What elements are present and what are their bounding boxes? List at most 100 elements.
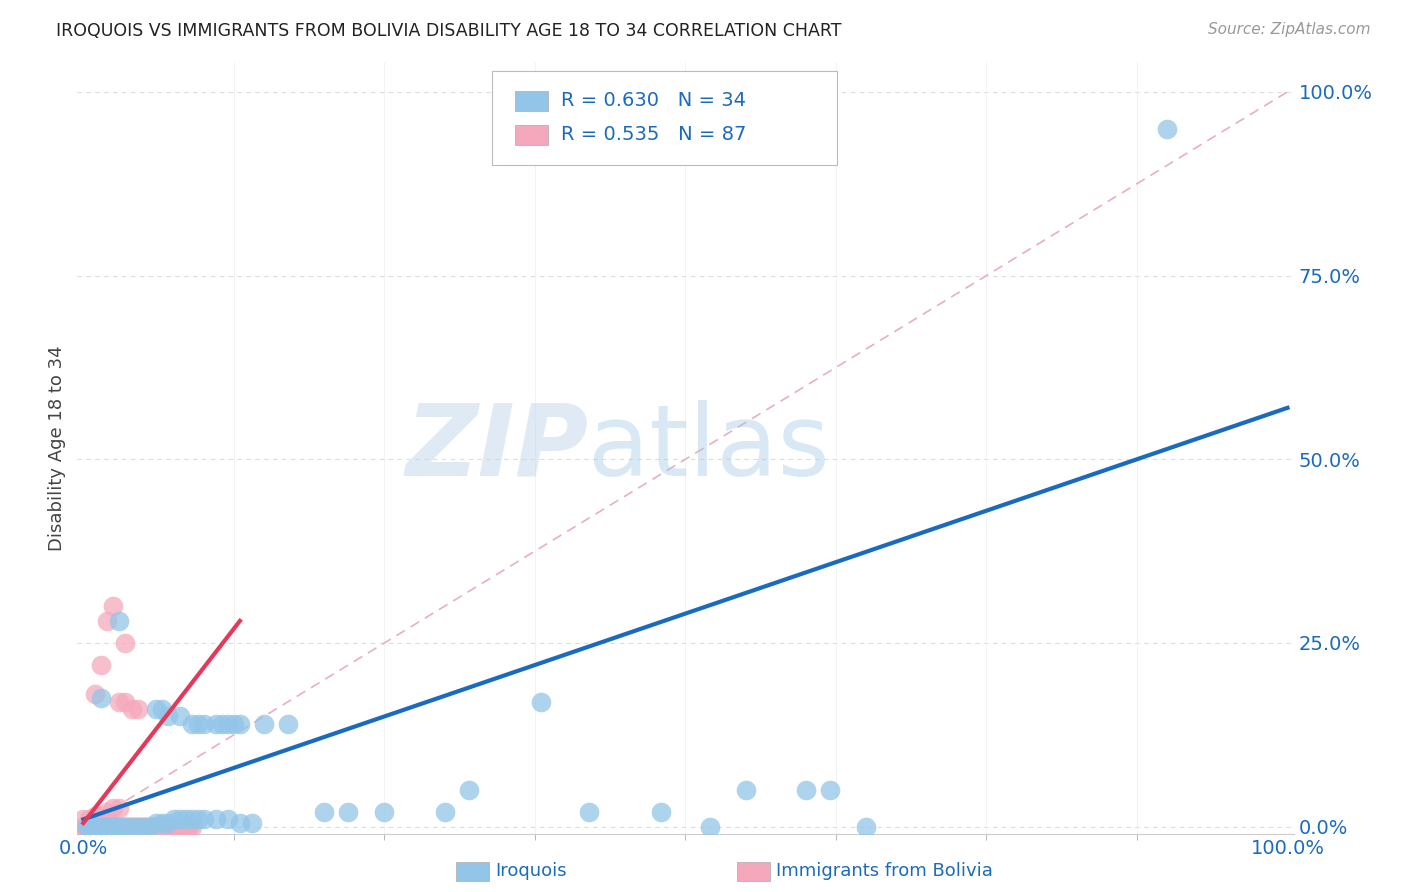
Point bbox=[169, 820, 191, 834]
Point bbox=[84, 820, 107, 834]
Point bbox=[108, 820, 131, 834]
Point bbox=[457, 783, 479, 797]
Point bbox=[163, 820, 186, 834]
Point bbox=[97, 820, 120, 834]
Point bbox=[90, 808, 112, 822]
Point bbox=[180, 716, 202, 731]
Point bbox=[128, 820, 150, 834]
Point bbox=[110, 820, 132, 834]
Point bbox=[156, 820, 179, 834]
Point bbox=[145, 820, 167, 834]
Point bbox=[90, 658, 112, 673]
Text: Immigrants from Bolivia: Immigrants from Bolivia bbox=[776, 862, 993, 880]
Point bbox=[149, 820, 172, 834]
Point bbox=[80, 820, 103, 834]
Point bbox=[84, 687, 107, 701]
Point bbox=[794, 783, 817, 797]
Point bbox=[143, 820, 166, 834]
Point bbox=[83, 820, 105, 834]
Point bbox=[104, 820, 127, 834]
Point bbox=[650, 805, 672, 819]
Point bbox=[179, 820, 201, 834]
Point bbox=[90, 691, 112, 706]
Point bbox=[141, 820, 163, 834]
Point bbox=[108, 801, 131, 815]
Point bbox=[373, 805, 395, 819]
Point bbox=[699, 820, 721, 834]
Point bbox=[79, 813, 101, 827]
Point bbox=[76, 820, 98, 834]
Point bbox=[101, 820, 124, 834]
Point bbox=[114, 636, 136, 650]
Point bbox=[124, 820, 146, 834]
Point bbox=[114, 695, 136, 709]
Point bbox=[72, 820, 94, 834]
Point bbox=[129, 820, 152, 834]
Point bbox=[173, 820, 195, 834]
Point bbox=[108, 614, 131, 628]
Point bbox=[142, 820, 165, 834]
Point bbox=[180, 820, 202, 834]
Point bbox=[80, 820, 103, 834]
Point bbox=[84, 820, 107, 834]
Point bbox=[156, 816, 179, 830]
Point bbox=[211, 716, 233, 731]
Point bbox=[818, 783, 841, 797]
Point bbox=[86, 820, 108, 834]
Point bbox=[100, 820, 122, 834]
Point bbox=[96, 614, 118, 628]
Point bbox=[108, 820, 131, 834]
Point bbox=[127, 820, 149, 834]
Point bbox=[96, 820, 118, 834]
Point bbox=[855, 820, 877, 834]
Point bbox=[217, 813, 239, 827]
Point bbox=[159, 820, 181, 834]
Point bbox=[103, 599, 125, 614]
Point bbox=[127, 820, 149, 834]
Point bbox=[103, 820, 125, 834]
Point bbox=[90, 820, 112, 834]
Point bbox=[222, 716, 245, 731]
Point bbox=[136, 820, 159, 834]
Point bbox=[82, 820, 104, 834]
Point bbox=[734, 783, 756, 797]
Point bbox=[131, 820, 153, 834]
Point bbox=[108, 695, 131, 709]
Text: R = 0.535   N = 87: R = 0.535 N = 87 bbox=[561, 125, 747, 145]
Point bbox=[204, 813, 226, 827]
Point bbox=[155, 820, 177, 834]
Point bbox=[145, 702, 167, 716]
Point bbox=[96, 805, 118, 819]
Point bbox=[132, 820, 155, 834]
Point bbox=[253, 716, 276, 731]
Point bbox=[120, 820, 142, 834]
Point bbox=[187, 716, 209, 731]
Point bbox=[135, 820, 157, 834]
Point bbox=[87, 820, 110, 834]
Point bbox=[277, 716, 299, 731]
Point bbox=[93, 820, 115, 834]
Point bbox=[166, 820, 188, 834]
Point bbox=[127, 702, 149, 716]
Point bbox=[122, 820, 145, 834]
Point bbox=[79, 820, 101, 834]
Point bbox=[94, 820, 117, 834]
Point bbox=[138, 820, 160, 834]
Point bbox=[337, 805, 360, 819]
Text: Source: ZipAtlas.com: Source: ZipAtlas.com bbox=[1208, 22, 1371, 37]
Point bbox=[578, 805, 600, 819]
Point bbox=[112, 820, 135, 834]
Point bbox=[193, 813, 215, 827]
Point bbox=[87, 820, 110, 834]
Point bbox=[193, 716, 215, 731]
Point bbox=[163, 813, 186, 827]
Point bbox=[98, 820, 121, 834]
Y-axis label: Disability Age 18 to 34: Disability Age 18 to 34 bbox=[48, 345, 66, 551]
Point bbox=[172, 820, 194, 834]
Point bbox=[1156, 121, 1178, 136]
Point bbox=[217, 716, 239, 731]
Text: IROQUOIS VS IMMIGRANTS FROM BOLIVIA DISABILITY AGE 18 TO 34 CORRELATION CHART: IROQUOIS VS IMMIGRANTS FROM BOLIVIA DISA… bbox=[56, 22, 842, 40]
Point bbox=[433, 805, 456, 819]
Point bbox=[150, 816, 173, 830]
Text: R = 0.630   N = 34: R = 0.630 N = 34 bbox=[561, 91, 747, 111]
